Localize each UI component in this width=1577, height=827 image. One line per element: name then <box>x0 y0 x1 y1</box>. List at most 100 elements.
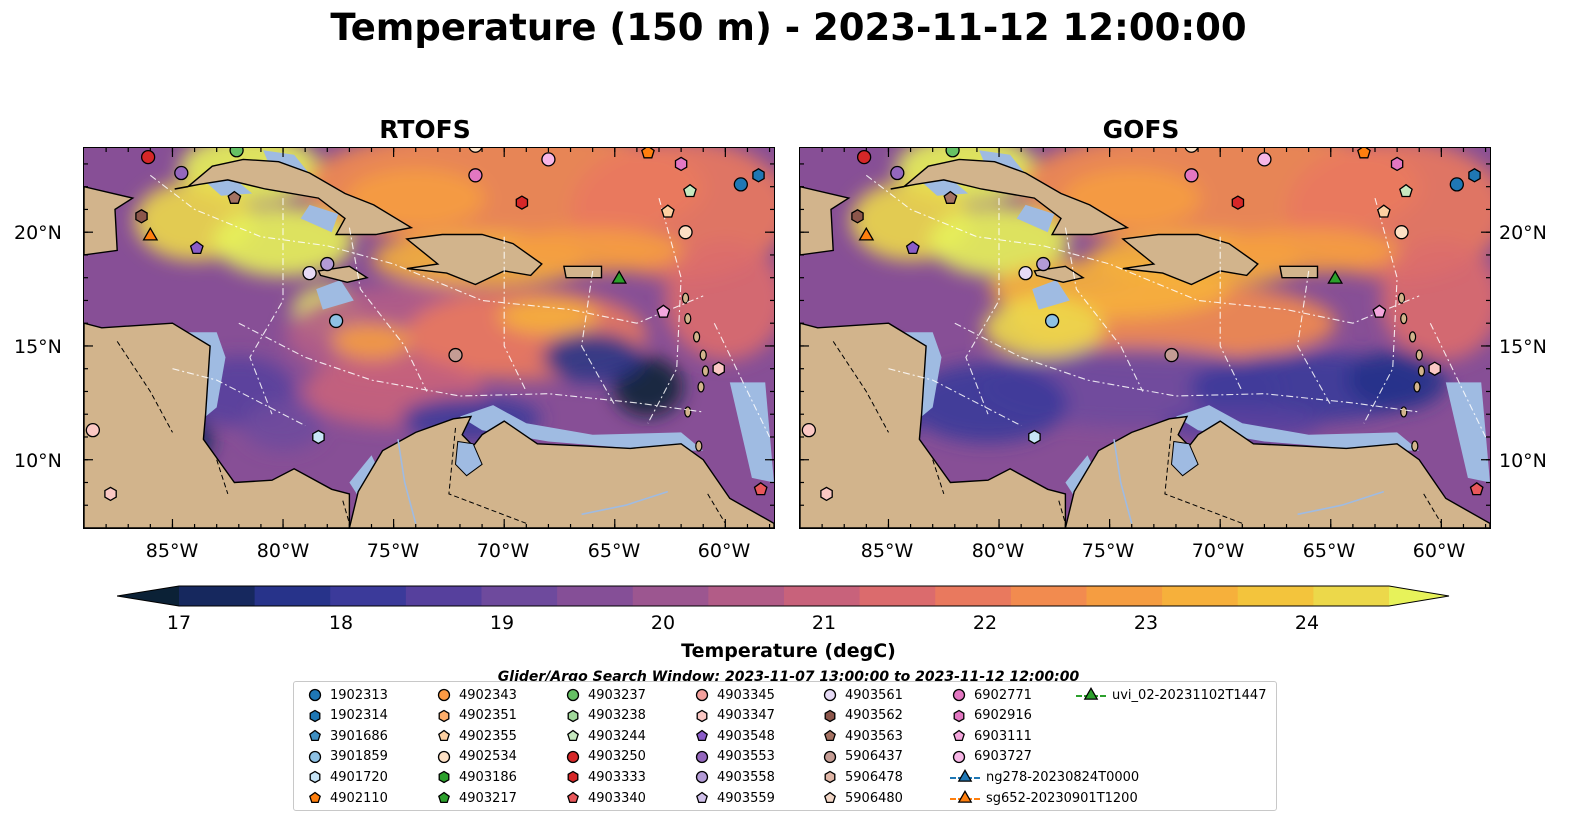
float-marker-17 <box>660 204 675 218</box>
float-marker-28 <box>1469 481 1484 496</box>
legend-label: 4903244 <box>588 728 646 744</box>
legend-symbol-4903347 <box>696 709 708 722</box>
colorbar-bin-4 <box>405 586 483 606</box>
lon-label-85w-right: 85°W <box>860 540 914 562</box>
legend-label: 6903727 <box>974 749 1032 765</box>
lon-label-75w-left: 75°W <box>366 540 420 562</box>
float-marker-0 <box>856 149 872 165</box>
float-marker-18 <box>1394 225 1409 240</box>
float-marker-22 <box>656 304 671 318</box>
legend-marker-4903250 <box>566 750 580 763</box>
float-marker-26 <box>801 423 816 438</box>
legend-marker-4903340 <box>567 791 579 804</box>
legend-symbol-6903111 <box>953 729 965 742</box>
legend-symbol-4903548 <box>696 729 708 742</box>
lon-label-80w-right: 80°W <box>971 540 1025 562</box>
float-marker-19 <box>733 177 748 192</box>
colorbar-tick-21: 21 <box>811 612 837 634</box>
float-marker-6 <box>905 240 920 255</box>
colorbar-bin-12 <box>1010 586 1088 606</box>
colorbar-label: Temperature (degC) <box>681 640 896 662</box>
float-markers <box>801 148 1484 502</box>
hispaniola <box>405 233 543 286</box>
legend-marker-4903237 <box>566 688 580 702</box>
lake-maracaibo <box>454 440 483 477</box>
legend-symbol-4903250 <box>566 750 580 763</box>
rivers <box>1113 439 1385 524</box>
legend-label: 4903340 <box>588 790 646 806</box>
colorbar-outline <box>117 585 1450 607</box>
legend-marker-4903186 <box>438 771 450 784</box>
legend-label: 6902771 <box>974 687 1032 703</box>
legend-triangle-uvi_02-20231102T1447 <box>1083 687 1099 700</box>
colorbar-bin-6 <box>557 586 634 606</box>
legend-label: 4903237 <box>588 687 646 703</box>
legend-symbol-6902771 <box>952 688 966 702</box>
float-marker-12 <box>541 152 556 167</box>
legend-symbol-6902916 <box>953 709 965 722</box>
land <box>84 158 774 528</box>
float-marker-23 <box>448 347 463 363</box>
legend-symbol-4902534 <box>437 750 451 763</box>
south-america <box>348 415 774 528</box>
legend-marker-4902534 <box>437 750 451 763</box>
legend-symbol-4902355 <box>438 729 450 742</box>
legend-symbol-4903237 <box>566 688 580 702</box>
float-marker-3 <box>227 190 242 204</box>
colorbar-bin-1 <box>179 586 256 606</box>
lesser-antilles <box>681 292 710 452</box>
legend-symbol-4902110 <box>309 791 321 804</box>
puerto-rico <box>563 265 603 279</box>
float-marker-14 <box>1357 148 1371 159</box>
legend-entry-4903561: 4903561 <box>821 685 903 705</box>
legend-label: 4903559 <box>717 790 775 806</box>
float-marker-16 <box>683 183 697 198</box>
south-america <box>1064 415 1490 528</box>
colorbar-tick-24: 24 <box>1294 612 1320 634</box>
legend-symbol-4903244 <box>567 729 579 742</box>
legend-marker-4903333 <box>567 771 579 784</box>
legend-marker-4903217 <box>438 791 450 804</box>
legend-symbol-6903727 <box>952 750 966 763</box>
legend-label: 4903333 <box>588 769 646 785</box>
legend-entry-1902314: 1902314 <box>306 706 388 726</box>
colorbar-bin-14 <box>1162 586 1239 606</box>
legend-symbol-4903561 <box>823 688 837 702</box>
legend-entry-4902110: 4902110 <box>306 788 388 808</box>
legend-label: 5906478 <box>845 769 903 785</box>
legend-entry-4903559: 4903559 <box>693 788 775 808</box>
float-marker-1 <box>174 165 189 181</box>
legend-symbol-4903340 <box>567 791 579 804</box>
legend-symbol-4903186 <box>438 771 450 784</box>
legend-entry-4903237: 4903237 <box>564 685 646 705</box>
float-marker-10 <box>1184 148 1199 153</box>
legend-symbol-3901686 <box>309 729 321 742</box>
legend-symbol-5906437 <box>823 750 837 763</box>
float-marker-15 <box>674 156 688 172</box>
colorbar-extend-high <box>1389 586 1449 606</box>
legend-label: 4903345 <box>717 687 775 703</box>
lon-label-60w-right: 60°W <box>1412 540 1466 562</box>
legend-label: 6902916 <box>974 708 1032 724</box>
legend-entry-4903217: 4903217 <box>435 788 517 808</box>
legend-symbol-4902351 <box>438 709 450 722</box>
legend-label: 4902351 <box>459 708 517 724</box>
legend-entry-4902343: 4902343 <box>435 685 517 705</box>
lake-maracaibo <box>1170 440 1199 477</box>
legend-entry-4902355: 4902355 <box>435 726 517 746</box>
legend-entry-4903250: 4903250 <box>564 747 646 767</box>
legend-label: 3901686 <box>330 728 388 744</box>
legend-label: 4903548 <box>717 728 775 744</box>
float-marker-10 <box>468 148 483 153</box>
float-marker-2 <box>945 148 960 158</box>
float-marker-1 <box>890 165 905 181</box>
colorbar-tick-18: 18 <box>328 612 354 634</box>
float-marker-25 <box>312 429 325 445</box>
legend-entry-uvi_02-20231102T1447: uvi_02-20231102T1447 <box>1076 685 1266 705</box>
legend-entry-6903111: 6903111 <box>950 726 1032 746</box>
float-marker-20 <box>752 168 765 183</box>
figure-title: Temperature (150 m) - 2023-11-12 12:00:0… <box>330 6 1247 49</box>
colorbar-tick-20: 20 <box>650 612 676 634</box>
legend-symbol-4903559 <box>696 791 708 804</box>
legend-symbol-4903238 <box>567 709 579 722</box>
